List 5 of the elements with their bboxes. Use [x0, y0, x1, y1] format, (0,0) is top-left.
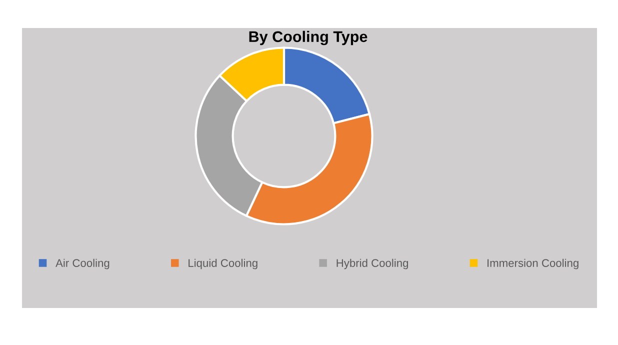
legend-label: Immersion Cooling	[488, 258, 578, 270]
legend-label: Air Cooling	[56, 258, 110, 270]
legend-label: Liquid Cooling	[188, 258, 258, 270]
chart-title: By Cooling Type	[249, 30, 368, 46]
legend-label: Hybrid Cooling	[336, 258, 408, 270]
